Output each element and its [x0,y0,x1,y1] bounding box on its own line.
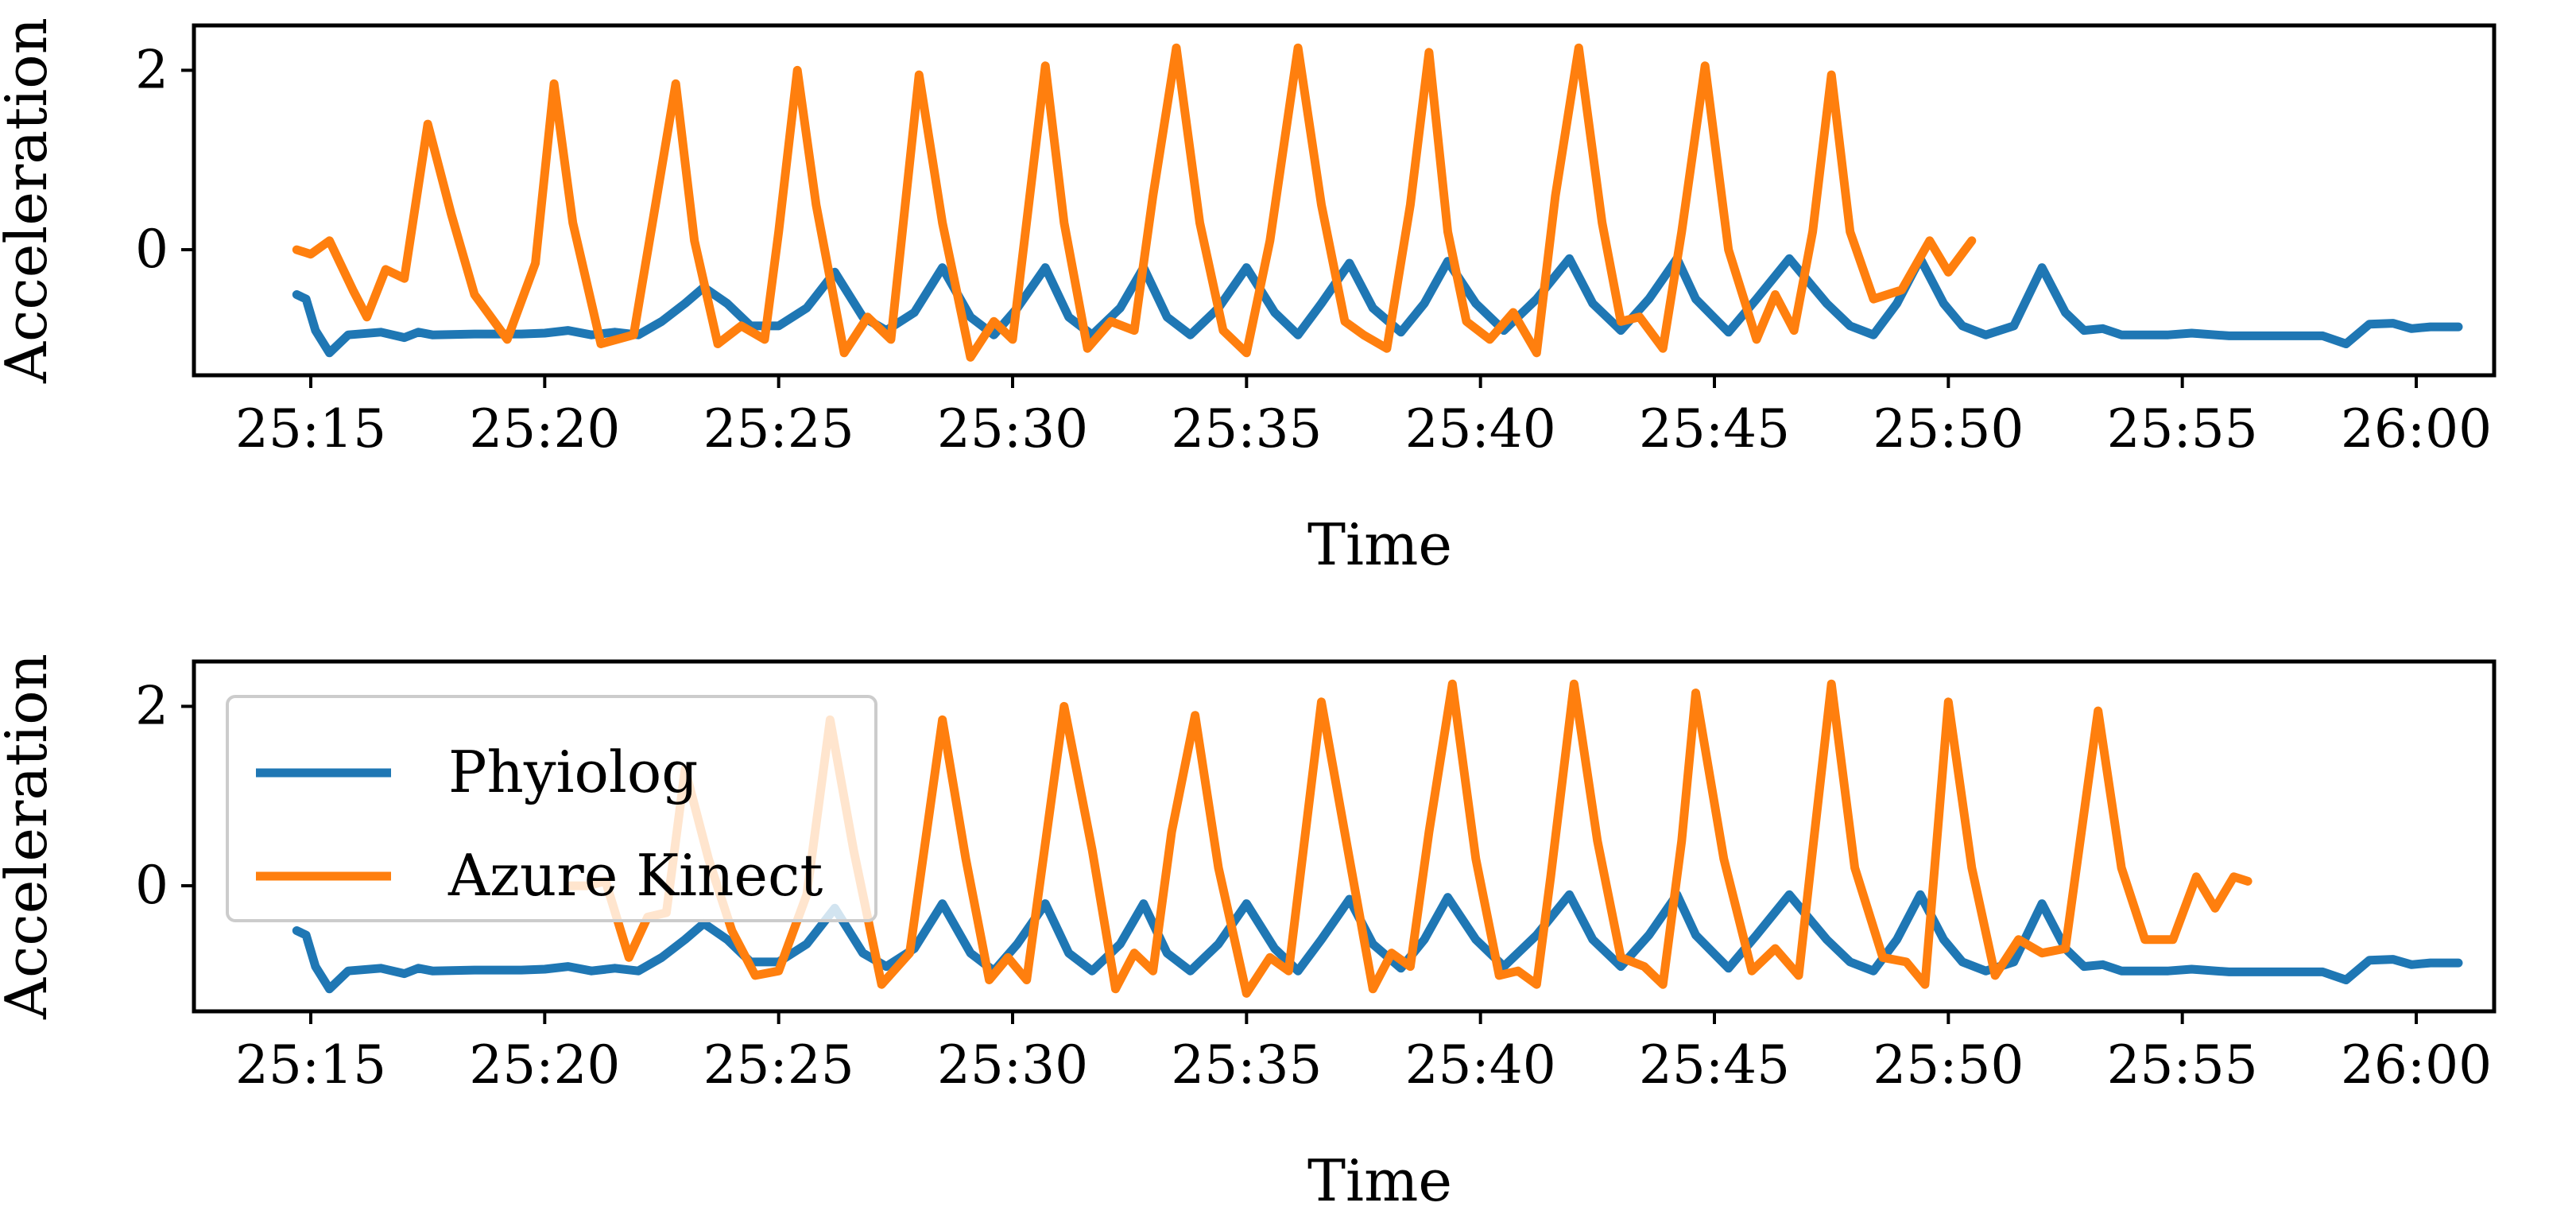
y-tick-label: 2 [135,39,169,100]
series-group [292,43,2463,362]
x-tick-label: 25:40 [1405,1034,1556,1096]
x-tick-label: 25:25 [703,398,854,460]
x-tick-label: 25:15 [235,1034,386,1096]
y-tick-label: 0 [135,219,169,280]
legend: Phyiolog Azure Kinect [226,695,877,922]
y-tick-label: 0 [135,855,169,916]
legend-label: Azure Kinect [447,842,823,909]
x-tick-label: 25:50 [1873,1034,2024,1096]
x-tick-label: 25:35 [1171,398,1322,460]
x-tick-label: 26:00 [2341,1034,2492,1096]
y-axis-label: Acceleration [0,17,60,384]
axes-frame [192,23,2497,378]
x-axis-label: Time [1307,1147,1452,1214]
axes-frame [192,659,2497,1014]
x-axis-label: Time [1307,511,1452,578]
x-tick-label: 25:30 [937,398,1088,460]
y-tick-label: 2 [135,675,169,736]
legend-box [226,695,877,922]
x-tick-label: 25:45 [1639,1034,1790,1096]
x-tick-label: 25:50 [1873,398,2024,460]
legend-label: Phyiolog [448,739,698,805]
x-tick-label: 25:35 [1171,1034,1322,1096]
x-tick-label: 25:40 [1405,398,1556,460]
x-tick-label: 25:20 [469,1034,620,1096]
x-tick-label: 25:30 [937,1034,1088,1096]
x-tick-label: 25:55 [2107,1034,2258,1096]
x-tick-label: 25:55 [2107,398,2258,460]
top-panel: 25:15 25:20 25:25 25:30 25:35 25:40 25:45 25:50… [0,17,2497,578]
x-tick-label: 25:20 [469,398,620,460]
series-line-azure-kinect [292,43,1977,362]
series-line-phyiolog [292,890,2463,994]
y-axis-label: Acceleration [0,654,60,1020]
x-tick-label: 25:45 [1639,398,1790,460]
bottom-panel: 25:15 25:20 25:25 25:30 25:35 25:40 25:45 25:50… [0,654,2497,1214]
x-tick-label: 25:25 [703,1034,854,1096]
x-tick-label: 26:00 [2341,398,2492,460]
x-tick-label: 25:15 [235,398,386,460]
